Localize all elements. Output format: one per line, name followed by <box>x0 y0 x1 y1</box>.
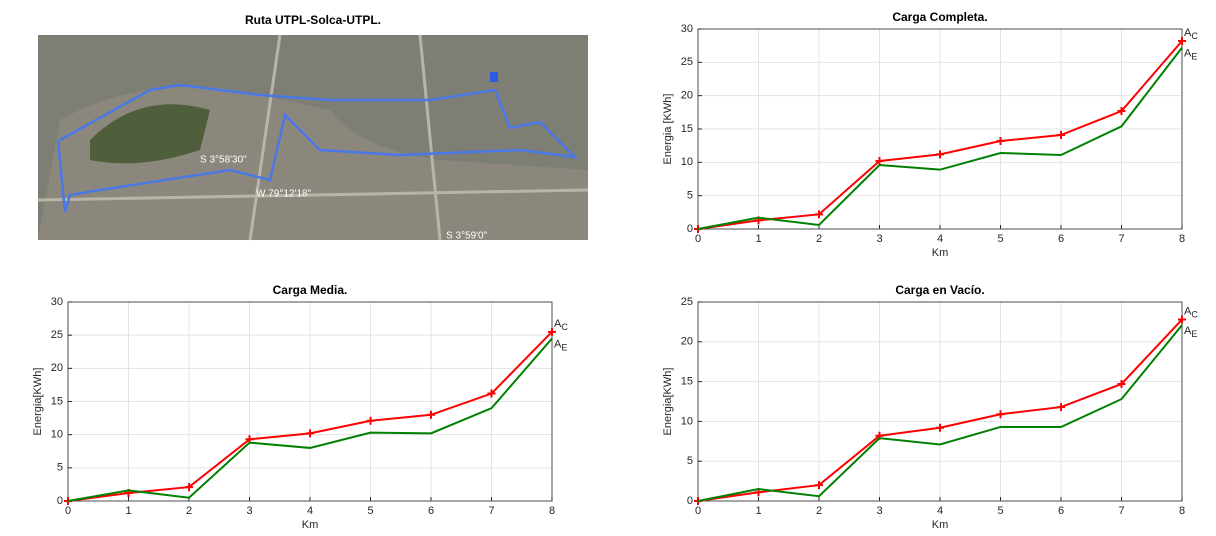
x-axis-label: Km <box>302 519 319 531</box>
figure: Ruta UTPL-Solca-UTPL. S 3°58'30" W 79°12… <box>0 0 1216 536</box>
series-label-sub: C <box>561 322 568 332</box>
x-tick-label: 6 <box>428 505 434 517</box>
x-tick-label: 4 <box>307 505 313 517</box>
x-tick-label: 4 <box>937 505 943 517</box>
y-tick-label: 25 <box>681 56 693 68</box>
series-label-sub: E <box>1191 329 1197 339</box>
x-tick-label: 6 <box>1058 505 1064 517</box>
map-label: W 79°12'18" <box>256 189 311 200</box>
x-tick-label: 8 <box>1179 233 1185 245</box>
y-tick-label: 30 <box>681 23 693 35</box>
y-tick-label: 25 <box>681 296 693 308</box>
series-label-sub: C <box>1191 31 1198 41</box>
x-axis-label: Km <box>932 519 949 531</box>
x-tick-label: 3 <box>876 505 882 517</box>
y-tick-label: 10 <box>681 156 693 168</box>
x-tick-label: 1 <box>755 505 761 517</box>
x-tick-label: 3 <box>246 505 252 517</box>
y-tick-label: 20 <box>51 362 63 374</box>
y-tick-label: 0 <box>57 495 63 507</box>
chart-title: Carga Completa. <box>892 10 987 24</box>
x-tick-label: 2 <box>816 505 822 517</box>
x-tick-label: 7 <box>488 505 494 517</box>
x-tick-label: 1 <box>755 233 761 245</box>
x-tick-label: 5 <box>997 505 1003 517</box>
y-tick-label: 5 <box>57 462 63 474</box>
map: S 3°58'30" W 79°12'18" S 3°59'0" <box>38 35 588 242</box>
map-label: S 3°59'0" <box>446 231 488 242</box>
y-tick-label: 5 <box>687 190 693 202</box>
y-tick-label: 0 <box>687 223 693 235</box>
x-tick-label: 3 <box>876 233 882 245</box>
x-tick-label: 0 <box>695 505 701 517</box>
y-tick-label: 20 <box>681 336 693 348</box>
y-axis-label: Energia [KWh] <box>662 94 674 165</box>
chart-title: Carga Media. <box>273 283 348 297</box>
series-label-sub: E <box>1191 52 1197 62</box>
x-tick-label: 7 <box>1118 505 1124 517</box>
x-tick-label: 8 <box>549 505 555 517</box>
chart-title: Carga en Vacío. <box>895 283 984 297</box>
x-tick-label: 0 <box>65 505 71 517</box>
x-axis-label: Km <box>932 247 949 259</box>
x-tick-label: 5 <box>997 233 1003 245</box>
map-pin <box>490 72 498 82</box>
series-label-sub: E <box>561 343 567 353</box>
x-tick-label: 2 <box>186 505 192 517</box>
x-tick-label: 8 <box>1179 505 1185 517</box>
y-tick-label: 30 <box>51 296 63 308</box>
map-label: S 3°58'30" <box>200 155 247 166</box>
y-tick-label: 10 <box>51 429 63 441</box>
x-tick-label: 2 <box>816 233 822 245</box>
y-axis-label: Energia[KWh] <box>662 368 674 436</box>
y-tick-label: 5 <box>687 455 693 467</box>
series-label-sub: C <box>1191 310 1198 320</box>
x-tick-label: 0 <box>695 233 701 245</box>
x-tick-label: 5 <box>367 505 373 517</box>
x-tick-label: 1 <box>125 505 131 517</box>
y-axis-label: Energia[KWh] <box>32 368 44 436</box>
x-tick-label: 7 <box>1118 233 1124 245</box>
y-tick-label: 15 <box>681 376 693 388</box>
y-tick-label: 25 <box>51 329 63 341</box>
map-title: Ruta UTPL-Solca-UTPL. <box>245 13 381 27</box>
x-tick-label: 6 <box>1058 233 1064 245</box>
y-tick-label: 15 <box>51 395 63 407</box>
y-tick-label: 0 <box>687 495 693 507</box>
y-tick-label: 20 <box>681 90 693 102</box>
y-tick-label: 10 <box>681 415 693 427</box>
x-tick-label: 4 <box>937 233 943 245</box>
y-tick-label: 15 <box>681 123 693 135</box>
